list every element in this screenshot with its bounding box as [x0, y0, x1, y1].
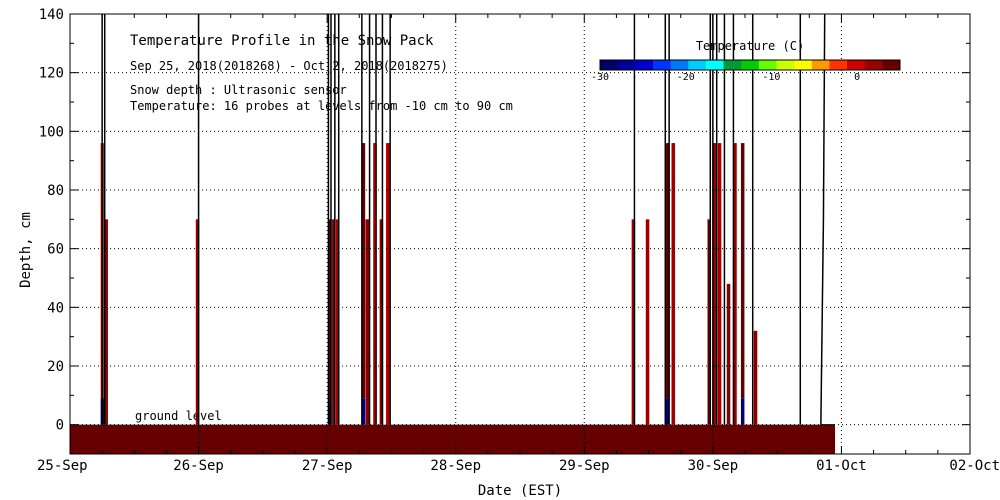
colorbar-swatch: [794, 60, 813, 70]
x-tick-label: 25-Sep: [37, 458, 88, 474]
temperature-spike: [753, 330, 758, 425]
chart-subtitle: Sep 25, 2018(2018268) - Oct 2, 2018(2018…: [130, 59, 448, 73]
colorbar-swatch: [600, 60, 619, 70]
x-tick-label: 01-Oct: [816, 458, 867, 474]
x-tick-label: 30-Sep: [688, 458, 739, 474]
temperature-spike: [104, 219, 108, 425]
colorbar-swatch: [705, 60, 725, 70]
temperature-spike: [740, 143, 745, 399]
temperature-spike: [361, 143, 366, 399]
colorbar-tick-label: 0: [854, 72, 860, 83]
temperature-spike-base: [665, 398, 669, 425]
note-temperature-probes: Temperature: 16 probes at levels from -1…: [130, 99, 513, 113]
temperature-spike: [712, 143, 717, 425]
temperature-spike: [373, 143, 377, 425]
temperature-spike: [665, 143, 669, 399]
temperature-spike-base: [740, 398, 745, 425]
plot-area: [70, 13, 835, 454]
y-axis-label: Depth, cm: [18, 212, 34, 288]
colorbar-tick-label: -30: [591, 72, 609, 83]
colorbar-swatch: [635, 60, 654, 70]
y-tick-label: 0: [56, 418, 64, 434]
colorbar-swatch: [776, 60, 795, 70]
temperature-spike: [328, 219, 332, 402]
x-tick-label: 28-Sep: [430, 458, 481, 474]
temperature-spike: [733, 143, 737, 425]
colorbar-swatch: [882, 60, 901, 70]
ground-level-label: ground level: [135, 409, 222, 423]
plot-frame: [69, 13, 971, 455]
y-tick-label: 60: [47, 242, 64, 258]
temperature-spike: [195, 219, 200, 425]
colorbar-frame: [599, 59, 901, 71]
temperature-spike: [631, 219, 636, 425]
y-tick-label: 140: [39, 7, 64, 23]
colorbar-swatch: [829, 60, 848, 70]
x-axis-label: Date (EST): [478, 483, 562, 499]
colorbar-swatch: [652, 60, 672, 70]
snow-depth-line: [820, 13, 826, 425]
temperature-spike: [671, 143, 675, 425]
soil-temperature-fill: [70, 424, 835, 454]
temperature-spike: [645, 219, 650, 425]
colorbar-label: Temperature (C): [696, 39, 804, 53]
colorbar-swatch: [617, 60, 636, 70]
y-tick-label: 20: [47, 359, 64, 375]
y-tick-label: 120: [39, 66, 64, 82]
x-tick-label: 29-Sep: [559, 458, 610, 474]
x-tick-label: 27-Sep: [302, 458, 353, 474]
temperature-spike: [365, 219, 369, 425]
axes: 0 20 40 60 80 100 120 140 25-Sep 26-Sep 27-Sep 28-S…: [37, 7, 1000, 474]
temperature-spike: [335, 219, 340, 425]
temperature-spike: [379, 219, 384, 425]
colorbar-swatch: [670, 60, 689, 70]
colorbar-swatch: [758, 60, 777, 70]
x-tick-label: 26-Sep: [173, 458, 224, 474]
colorbar-swatch: [741, 60, 760, 70]
colorbar-swatch: [688, 60, 707, 70]
temperature-spike: [726, 283, 731, 425]
y-tick-label: 40: [47, 300, 64, 316]
note-snow-depth: Snow depth : Ultrasonic sensor: [130, 83, 347, 97]
y-tick-label: 80: [47, 183, 64, 199]
temperature-spike-base: [328, 401, 332, 425]
colorbar-tick-label: -20: [677, 72, 695, 83]
temperature-spike: [332, 219, 336, 425]
colorbar-swatch: [723, 60, 742, 70]
x-tick-label: 02-Oct: [949, 458, 1000, 474]
colorbar-swatch: [811, 60, 830, 70]
temperature-spike: [707, 219, 711, 425]
temperature-spike: [717, 143, 722, 425]
colorbar-tick-label: -10: [762, 72, 780, 83]
colorbar-swatch: [847, 60, 866, 70]
temperature-spike: [386, 143, 390, 425]
temperature-spike-base: [361, 398, 366, 425]
colorbar-swatch: [864, 60, 883, 70]
chart-title: Temperature Profile in the Snow Pack: [130, 33, 434, 49]
y-tick-label: 100: [39, 124, 64, 140]
